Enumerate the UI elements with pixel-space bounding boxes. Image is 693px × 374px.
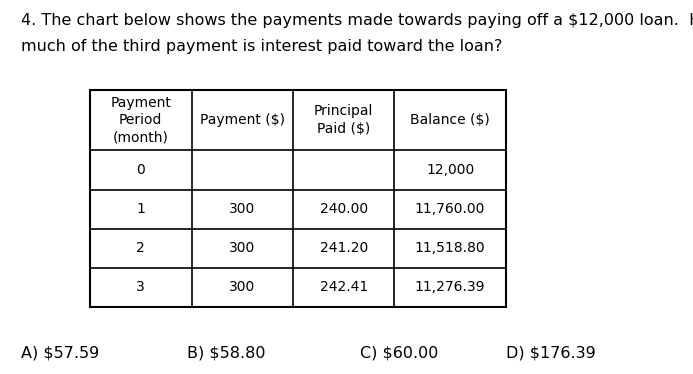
Text: 300: 300	[229, 280, 255, 294]
Text: A) $57.59: A) $57.59	[21, 346, 99, 361]
Text: Payment ($): Payment ($)	[200, 113, 285, 127]
Text: 2: 2	[137, 241, 145, 255]
Text: Principal
Paid ($): Principal Paid ($)	[314, 104, 374, 136]
Text: Payment
Period
(month): Payment Period (month)	[110, 96, 171, 144]
Text: 242.41: 242.41	[319, 280, 368, 294]
Text: 0: 0	[137, 163, 145, 177]
Text: much of the third payment is interest paid toward the loan?: much of the third payment is interest pa…	[21, 39, 502, 54]
Bar	[90, 90, 506, 307]
Text: D) $176.39: D) $176.39	[506, 346, 596, 361]
Text: 4. The chart below shows the payments made towards paying off a $12,000 loan.  H: 4. The chart below shows the payments ma…	[21, 13, 693, 28]
Text: 1: 1	[137, 202, 146, 216]
Text: 3: 3	[137, 280, 145, 294]
Text: Balance ($): Balance ($)	[410, 113, 490, 127]
Text: 240.00: 240.00	[319, 202, 368, 216]
Text: 11,518.80: 11,518.80	[415, 241, 485, 255]
Text: C) $60.00: C) $60.00	[360, 346, 439, 361]
Text: 12,000: 12,000	[426, 163, 474, 177]
Text: 300: 300	[229, 202, 255, 216]
Text: 241.20: 241.20	[319, 241, 368, 255]
Text: B) $58.80: B) $58.80	[187, 346, 265, 361]
Text: 11,276.39: 11,276.39	[415, 280, 485, 294]
Text: 11,760.00: 11,760.00	[415, 202, 485, 216]
Text: 300: 300	[229, 241, 255, 255]
